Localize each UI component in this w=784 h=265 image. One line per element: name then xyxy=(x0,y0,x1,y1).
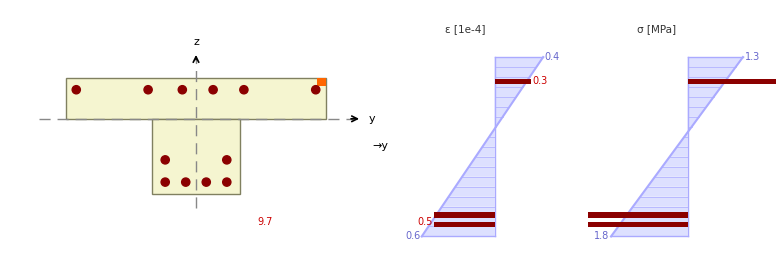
Polygon shape xyxy=(611,227,688,236)
Text: 0.3: 0.3 xyxy=(532,76,548,86)
Polygon shape xyxy=(688,87,721,97)
Circle shape xyxy=(178,86,187,94)
Polygon shape xyxy=(434,222,495,227)
Polygon shape xyxy=(151,119,241,194)
Text: z: z xyxy=(193,37,199,47)
Text: 1.8: 1.8 xyxy=(594,231,609,241)
Text: σ [MPa]: σ [MPa] xyxy=(637,24,677,34)
Polygon shape xyxy=(482,137,495,147)
Polygon shape xyxy=(688,67,735,77)
Polygon shape xyxy=(626,206,688,217)
Polygon shape xyxy=(495,77,530,87)
Polygon shape xyxy=(688,117,699,127)
Bar xyxy=(318,78,326,86)
Polygon shape xyxy=(688,57,743,67)
Circle shape xyxy=(144,86,152,94)
Polygon shape xyxy=(274,212,688,218)
Circle shape xyxy=(223,178,231,186)
Polygon shape xyxy=(688,79,784,84)
Polygon shape xyxy=(641,187,688,197)
Text: 1.3: 1.3 xyxy=(745,52,760,62)
Text: 0.5: 0.5 xyxy=(417,217,433,227)
Circle shape xyxy=(202,178,210,186)
Circle shape xyxy=(182,178,190,186)
Polygon shape xyxy=(495,97,516,107)
Polygon shape xyxy=(655,167,688,177)
Polygon shape xyxy=(489,127,496,137)
Polygon shape xyxy=(274,222,688,227)
Circle shape xyxy=(240,86,248,94)
Circle shape xyxy=(209,86,217,94)
Polygon shape xyxy=(688,77,728,87)
Polygon shape xyxy=(670,147,688,157)
Polygon shape xyxy=(648,177,688,187)
Polygon shape xyxy=(688,107,706,117)
Polygon shape xyxy=(469,157,495,167)
Polygon shape xyxy=(66,78,326,119)
Circle shape xyxy=(311,86,320,94)
Text: →y: →y xyxy=(372,141,388,151)
Polygon shape xyxy=(456,177,495,187)
Text: ε [1e-4]: ε [1e-4] xyxy=(445,24,485,34)
Circle shape xyxy=(72,86,81,94)
Polygon shape xyxy=(495,57,543,67)
Polygon shape xyxy=(476,147,495,157)
Polygon shape xyxy=(442,197,495,206)
Polygon shape xyxy=(633,197,688,206)
Polygon shape xyxy=(435,206,495,217)
Polygon shape xyxy=(434,212,495,218)
Text: 0.4: 0.4 xyxy=(545,52,560,62)
Polygon shape xyxy=(619,217,688,227)
Text: 0.6: 0.6 xyxy=(405,231,420,241)
Polygon shape xyxy=(428,217,495,227)
Polygon shape xyxy=(495,107,510,117)
Polygon shape xyxy=(677,137,688,147)
Circle shape xyxy=(161,156,169,164)
Circle shape xyxy=(161,178,169,186)
Polygon shape xyxy=(422,227,495,236)
Polygon shape xyxy=(495,87,523,97)
Polygon shape xyxy=(463,167,495,177)
Polygon shape xyxy=(495,117,503,127)
Polygon shape xyxy=(684,127,691,137)
Text: y: y xyxy=(368,114,376,124)
Text: 9.7: 9.7 xyxy=(258,217,273,227)
Polygon shape xyxy=(448,187,495,197)
Polygon shape xyxy=(495,79,531,84)
Polygon shape xyxy=(688,97,713,107)
Polygon shape xyxy=(495,67,536,77)
Polygon shape xyxy=(662,157,688,167)
Circle shape xyxy=(223,156,231,164)
